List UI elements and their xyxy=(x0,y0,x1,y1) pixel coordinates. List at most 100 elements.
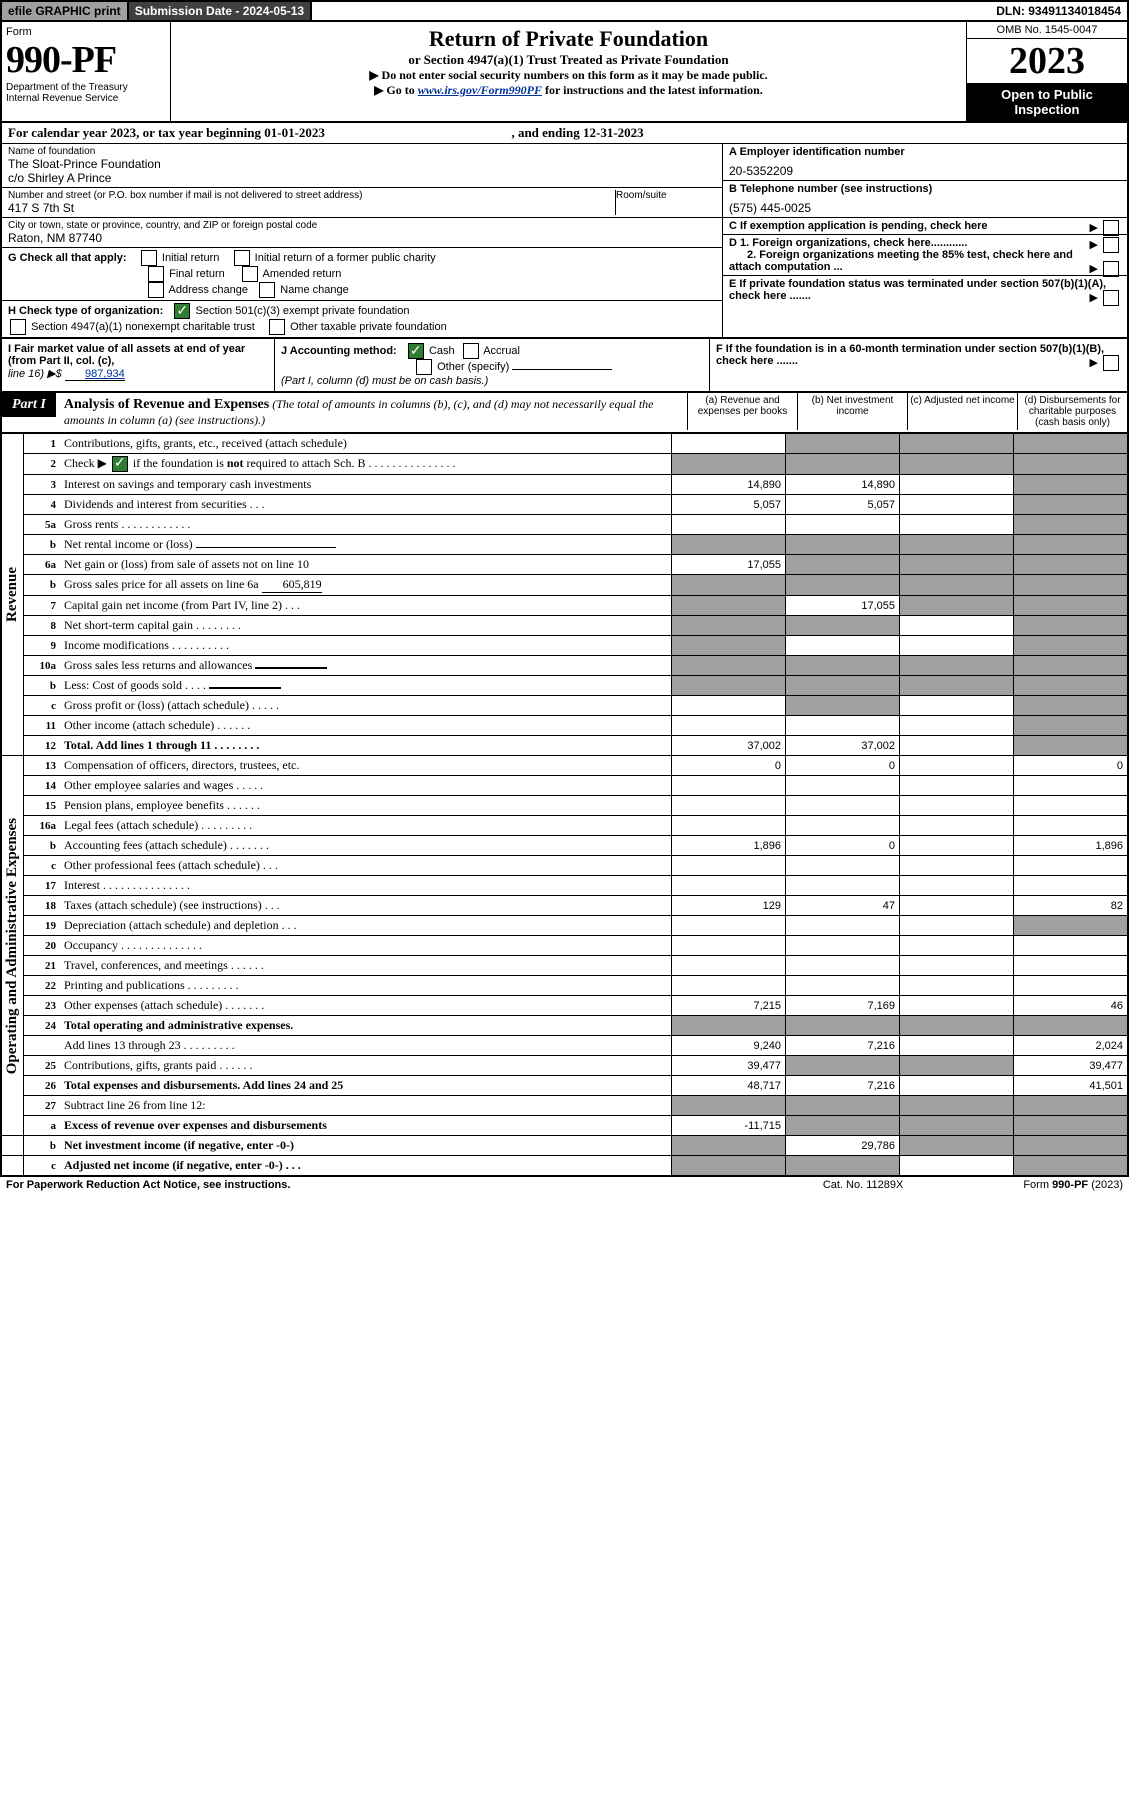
top-bar: efile GRAPHIC print Submission Date - 20… xyxy=(0,0,1129,22)
row-15-desc: Pension plans, employee benefits . . . .… xyxy=(60,796,672,816)
expenses-side-label: Operating and Administrative Expenses xyxy=(2,810,23,1082)
chk-initial-return[interactable] xyxy=(141,250,157,266)
row-17-desc: Interest . . . . . . . . . . . . . . . xyxy=(60,876,672,896)
row-22-desc: Printing and publications . . . . . . . … xyxy=(60,976,672,996)
calendar-year-line: For calendar year 2023, or tax year begi… xyxy=(0,123,1129,144)
room-label: Room/suite xyxy=(616,190,716,201)
chk-initial-public[interactable] xyxy=(234,250,250,266)
chk-other-method[interactable] xyxy=(416,359,432,375)
city-state-zip: Raton, NM 87740 xyxy=(8,231,716,245)
cat-no: Cat. No. 11289X xyxy=(823,1179,904,1191)
row-16b-desc: Accounting fees (attach schedule) . . . … xyxy=(60,836,672,856)
row-2-desc: Check ▶ if the foundation is not require… xyxy=(60,454,672,475)
city-label: City or town, state or province, country… xyxy=(8,220,716,231)
row-20-desc: Occupancy . . . . . . . . . . . . . . xyxy=(60,936,672,956)
dept-treasury: Department of the Treasury xyxy=(6,82,166,93)
form-subtitle: or Section 4947(a)(1) Trust Treated as P… xyxy=(175,52,962,68)
row-4-desc: Dividends and interest from securities .… xyxy=(60,495,672,515)
row-16c-desc: Other professional fees (attach schedule… xyxy=(60,856,672,876)
f-label: F If the foundation is in a 60-month ter… xyxy=(716,343,1104,367)
row-6b-desc: Gross sales price for all assets on line… xyxy=(60,575,672,596)
instr-link-line: ▶ Go to www.irs.gov/Form990PF for instru… xyxy=(175,83,962,98)
irs-form-link[interactable]: www.irs.gov/Form990PF xyxy=(418,83,542,97)
part1-table: Revenue 1Contributions, gifts, grants, e… xyxy=(0,434,1129,1177)
street-address: 417 S 7th St xyxy=(8,201,615,215)
chk-cash[interactable] xyxy=(408,343,424,359)
row-6a-desc: Net gain or (loss) from sale of assets n… xyxy=(60,555,672,575)
name-label: Name of foundation xyxy=(8,146,716,157)
tel-value: (575) 445-0025 xyxy=(729,201,1121,215)
chk-4947[interactable] xyxy=(10,319,26,335)
form-footer: Form 990-PF (2023) xyxy=(1023,1179,1123,1191)
h-label: H Check type of organization: xyxy=(8,305,163,317)
omb-number: OMB No. 1545-0047 xyxy=(967,22,1127,39)
form-number: 990-PF xyxy=(6,38,166,82)
form-word: Form xyxy=(6,26,166,38)
chk-e-terminated[interactable] xyxy=(1103,290,1119,306)
part1-label: Part I xyxy=(2,393,56,417)
footer: For Paperwork Reduction Act Notice, see … xyxy=(0,1177,1129,1193)
chk-d2-85pct[interactable] xyxy=(1103,261,1119,277)
chk-f-60month[interactable] xyxy=(1103,355,1119,371)
col-d-hdr: (d) Disbursements for charitable purpose… xyxy=(1017,393,1127,430)
chk-d1-foreign[interactable] xyxy=(1103,237,1119,253)
tel-label: B Telephone number (see instructions) xyxy=(729,183,1121,195)
col-c-hdr: (c) Adjusted net income xyxy=(907,393,1017,430)
row-16a-desc: Legal fees (attach schedule) . . . . . .… xyxy=(60,816,672,836)
row-27a-desc: Excess of revenue over expenses and disb… xyxy=(60,1116,672,1136)
ein-label: A Employer identification number xyxy=(729,146,1121,158)
row-10b-desc: Less: Cost of goods sold . . . . xyxy=(60,676,672,696)
c-row: C If exemption application is pending, c… xyxy=(723,218,1127,235)
row-10c-desc: Gross profit or (loss) (attach schedule)… xyxy=(60,696,672,716)
ij-row: I Fair market value of all assets at end… xyxy=(0,339,1129,393)
submission-date: Submission Date - 2024-05-13 xyxy=(129,2,312,20)
row-3-desc: Interest on savings and temporary cash i… xyxy=(60,475,672,495)
part1-header: Part I Analysis of Revenue and Expenses … xyxy=(0,393,1129,434)
tax-year: 2023 xyxy=(967,39,1127,83)
j-note: (Part I, column (d) must be on cash basi… xyxy=(281,375,488,387)
chk-amended[interactable] xyxy=(242,266,258,282)
open-to-public: Open to PublicInspection xyxy=(967,83,1127,121)
fmv-link[interactable]: 987,934 xyxy=(65,368,125,381)
chk-other-taxable[interactable] xyxy=(269,319,285,335)
row-7-desc: Capital gain net income (from Part IV, l… xyxy=(60,596,672,616)
row-25-desc: Contributions, gifts, grants paid . . . … xyxy=(60,1056,672,1076)
row-9-desc: Income modifications . . . . . . . . . . xyxy=(60,636,672,656)
part1-title: Analysis of Revenue and Expenses xyxy=(64,397,269,412)
row-27-desc: Subtract line 26 from line 12: xyxy=(60,1096,672,1116)
chk-accrual[interactable] xyxy=(463,343,479,359)
entity-block: Name of foundation The Sloat-Prince Foun… xyxy=(0,144,1129,339)
row-27b-desc: Net investment income (if negative, ente… xyxy=(60,1136,672,1156)
row-27c-desc: Adjusted net income (if negative, enter … xyxy=(60,1156,672,1177)
row-12-desc: Total. Add lines 1 through 11 . . . . . … xyxy=(60,736,672,756)
chk-501c3[interactable] xyxy=(174,303,190,319)
instr-pre: ▶ Go to xyxy=(374,83,418,97)
chk-name-change[interactable] xyxy=(259,282,275,298)
row-11-desc: Other income (attach schedule) . . . . .… xyxy=(60,716,672,736)
row-14-desc: Other employee salaries and wages . . . … xyxy=(60,776,672,796)
foundation-name: The Sloat-Prince Foundation xyxy=(8,157,716,171)
addr-label: Number and street (or P.O. box number if… xyxy=(8,190,615,201)
chk-address-change[interactable] xyxy=(148,282,164,298)
g-label: G Check all that apply: xyxy=(8,252,127,264)
ein-value: 20-5352209 xyxy=(729,164,1121,178)
irs-name: Internal Revenue Service xyxy=(6,93,166,104)
col-b-hdr: (b) Net investment income xyxy=(797,393,907,430)
row-1-desc: Contributions, gifts, grants, etc., rece… xyxy=(60,434,672,454)
instr-post: for instructions and the latest informat… xyxy=(542,83,763,97)
form-header: Form 990-PF Department of the Treasury I… xyxy=(0,22,1129,123)
revenue-side-label: Revenue xyxy=(2,559,23,630)
chk-c-pending[interactable] xyxy=(1103,220,1119,236)
form-title: Return of Private Foundation xyxy=(175,26,962,52)
g-check-row: G Check all that apply: Initial return I… xyxy=(2,248,722,301)
row-24b-desc: Add lines 13 through 23 . . . . . . . . … xyxy=(60,1036,672,1056)
row-23-desc: Other expenses (attach schedule) . . . .… xyxy=(60,996,672,1016)
chk-final-return[interactable] xyxy=(148,266,164,282)
chk-schb[interactable] xyxy=(112,456,128,472)
dln: DLN: 93491134018454 xyxy=(990,2,1127,20)
h-check-row: H Check type of organization: Section 50… xyxy=(2,301,722,337)
i-label: I Fair market value of all assets at end… xyxy=(8,343,245,367)
paperwork-notice: For Paperwork Reduction Act Notice, see … xyxy=(6,1179,290,1191)
row-24-desc: Total operating and administrative expen… xyxy=(60,1016,672,1036)
row-5a-desc: Gross rents . . . . . . . . . . . . xyxy=(60,515,672,535)
